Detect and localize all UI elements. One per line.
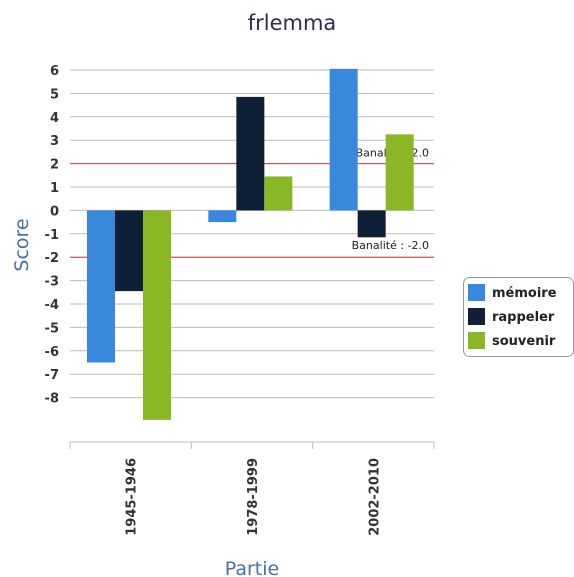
y-tick-label: -6 xyxy=(45,345,59,360)
legend-swatch xyxy=(468,284,485,301)
y-tick-labels: 6 5 4 3 2 1 0 -1 -2 -3 -4 -5 -6 -7 -8 xyxy=(45,64,59,407)
legend: mémoire rappeler souvenir xyxy=(463,277,574,357)
legend-label: mémoire xyxy=(492,286,557,301)
x-tick-label: 1978-1999 xyxy=(246,458,261,536)
bar xyxy=(87,210,115,363)
bar xyxy=(385,134,414,211)
y-tick-label: 3 xyxy=(50,134,59,149)
bar xyxy=(143,210,171,420)
bar xyxy=(115,210,143,292)
y-tick-label: -7 xyxy=(45,368,59,383)
y-tick-label: 5 xyxy=(50,87,59,102)
x-tick-label: 1945-1946 xyxy=(125,458,140,536)
bars xyxy=(87,68,414,420)
bar xyxy=(264,176,293,211)
y-tick-label: 2 xyxy=(50,158,59,173)
x-axis: 1945-1946 1978-1999 2002-2010 xyxy=(69,441,435,536)
y-tick-label: -5 xyxy=(45,321,59,336)
y-tick-label: -2 xyxy=(45,251,59,266)
bar xyxy=(236,96,265,211)
x-axis-title: Partie xyxy=(225,558,279,577)
y-axis-title: Score xyxy=(11,218,33,271)
x-tick-label: 2002-2010 xyxy=(367,458,382,536)
legend-swatch xyxy=(468,332,485,349)
legend-label: souvenir xyxy=(492,334,556,349)
y-tick-label: -1 xyxy=(45,228,59,243)
y-tick-label: -3 xyxy=(45,275,59,290)
y-tick-label: -8 xyxy=(45,392,59,407)
legend-swatch xyxy=(468,308,485,325)
legend-label: rappeler xyxy=(492,310,555,325)
y-tick-label: 1 xyxy=(50,181,59,196)
chart-title: frlemma xyxy=(248,11,337,35)
y-tick-label: 6 xyxy=(50,64,59,79)
reference-line-label: Banalité : -2.0 xyxy=(352,239,429,252)
y-tick-label: -4 xyxy=(45,298,59,313)
y-tick-label: 0 xyxy=(50,204,59,219)
y-tick-label: 4 xyxy=(50,111,59,126)
bar xyxy=(357,210,386,238)
bar xyxy=(329,68,358,211)
bar xyxy=(208,210,237,223)
